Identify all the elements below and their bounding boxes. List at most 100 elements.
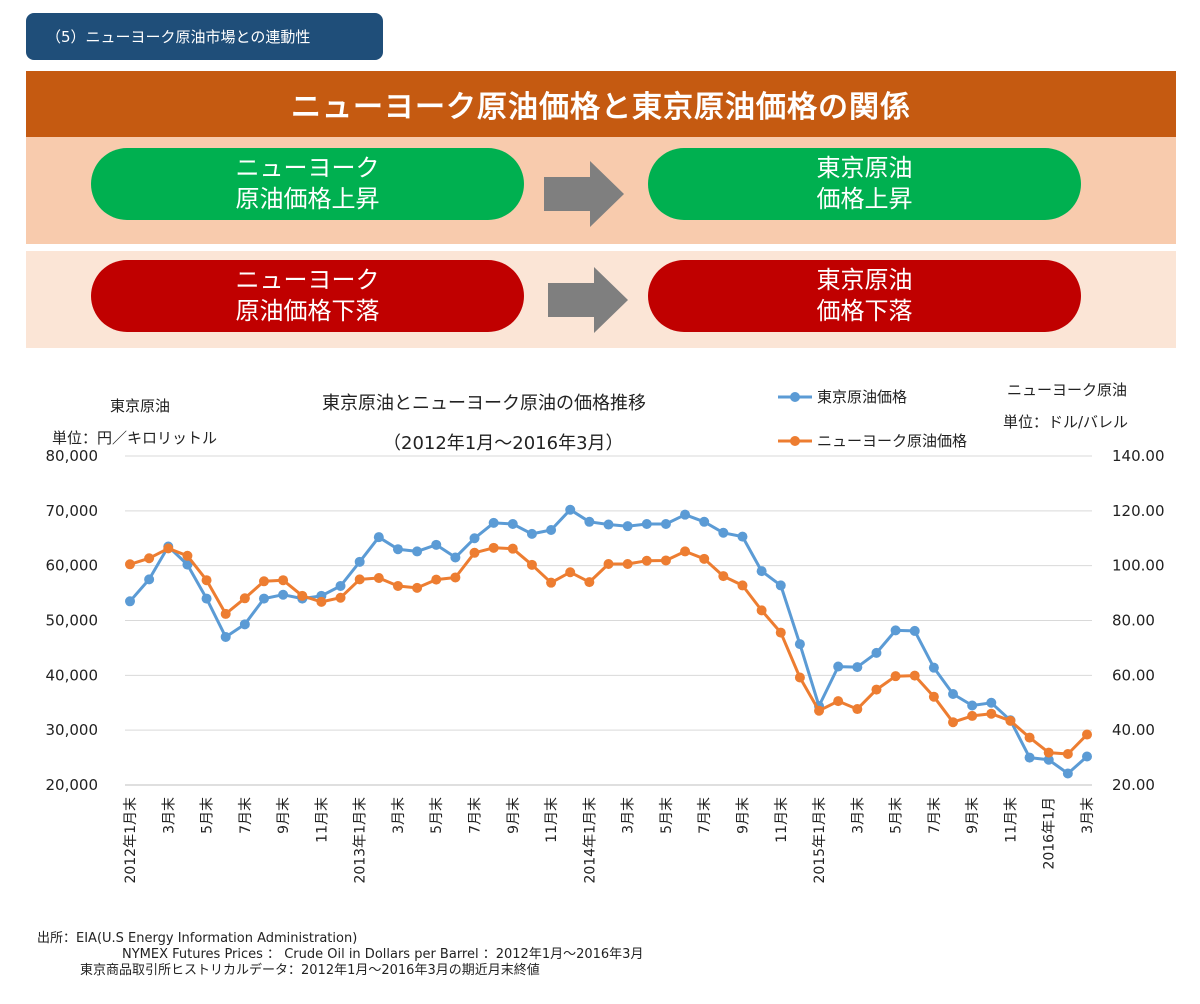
data-point [335, 592, 346, 603]
data-point [1024, 732, 1035, 743]
data-point [392, 580, 403, 591]
data-point [258, 576, 269, 587]
data-point [412, 582, 423, 593]
right-tick-label: 140.00 [1112, 447, 1165, 465]
x-tick-label: 3月末 [621, 797, 637, 834]
right-arrow-icon [544, 161, 624, 227]
data-point [814, 705, 825, 716]
left-axis-title: 東京原油 [110, 397, 171, 415]
x-tick-label: 9月末 [735, 797, 751, 834]
ny-price-up-line2: 原油価格上昇 [235, 185, 380, 213]
data-point [450, 572, 461, 583]
data-point [144, 574, 155, 585]
data-point [507, 518, 518, 529]
data-point [354, 556, 365, 567]
data-point [660, 518, 671, 529]
x-tick-label: 9月末 [965, 797, 981, 834]
data-point [565, 504, 576, 515]
data-point [718, 571, 729, 582]
tokyo-price-up-line2: 価格上昇 [816, 185, 913, 213]
data-point [871, 684, 882, 695]
chart-gridlines [125, 455, 1092, 786]
x-axis-labels: 2012年1月末 3月末 5月末 7月末 9月末 11月末 2013年1月末 3月末 5月末 7月… [123, 797, 1096, 884]
data-point [833, 696, 844, 707]
data-point [986, 697, 997, 708]
data-point [354, 574, 365, 585]
data-point [737, 580, 748, 591]
data-point [928, 691, 939, 702]
data-point [680, 509, 691, 520]
data-point [775, 627, 786, 638]
data-point [220, 608, 231, 619]
data-point [909, 670, 920, 681]
data-point [431, 574, 442, 585]
data-point [526, 528, 537, 539]
x-tick-label: 2015年1月末 [812, 797, 828, 884]
data-point [756, 566, 767, 577]
ny-price-down-line1: ニューヨーク [235, 266, 380, 294]
data-point [775, 580, 786, 591]
data-point [469, 547, 480, 558]
right-axis-ticks: 20.00 40.00 60.00 80.00 100.00 120.00 140.00 [1112, 447, 1165, 794]
data-point [584, 577, 595, 588]
x-tick-label: 2016年1月 [1042, 797, 1058, 870]
data-point [660, 555, 671, 566]
x-tick-label: 9月末 [276, 797, 292, 834]
series-tokyo [125, 504, 1092, 779]
left-tick-label: 60,000 [46, 557, 99, 575]
data-point [699, 516, 710, 527]
relation-band-down: ニューヨーク 原油価格下落 東京原油 価格下落 [26, 251, 1176, 348]
data-point [622, 521, 633, 532]
data-point [163, 543, 174, 554]
series-line [129, 546, 1089, 756]
data-point [220, 631, 231, 642]
data-point [373, 573, 384, 584]
data-point [546, 525, 557, 536]
x-tick-label: 5月末 [889, 797, 905, 834]
left-axis-unit: 単位：円／キロリットル [52, 429, 218, 447]
data-point [1043, 747, 1054, 758]
x-tick-label: 11月末 [774, 797, 790, 843]
data-point [584, 516, 595, 527]
left-tick-label: 30,000 [46, 721, 99, 739]
x-tick-label: 2013年1月末 [353, 797, 369, 884]
data-point [412, 546, 423, 557]
data-point [852, 704, 863, 715]
tokyo-price-down-line2: 価格下落 [816, 297, 913, 325]
right-axis-unit: 単位：ドル/バレル [1003, 413, 1129, 431]
data-point [469, 533, 480, 544]
data-point [565, 567, 576, 578]
data-point [450, 552, 461, 563]
data-point [1024, 752, 1035, 763]
left-tick-label: 70,000 [46, 502, 99, 520]
data-point [641, 518, 652, 529]
x-tick-label: 11月末 [1003, 797, 1019, 843]
right-axis-title: ニューヨーク原油 [1007, 381, 1128, 399]
banner-title-text: ニューヨーク原油価格と東京原油価格の関係 [291, 90, 911, 125]
data-point [258, 593, 269, 604]
tokyo-price-down-line1: 東京原油 [816, 266, 913, 294]
data-point [680, 546, 691, 557]
left-axis-ticks: 20,000 30,000 40,000 50,000 60,000 70,000 80,0… [46, 447, 99, 794]
legend-tokyo: 東京原油価格 [778, 388, 907, 406]
data-point [297, 590, 308, 601]
right-tick-label: 20.00 [1112, 776, 1155, 794]
data-point [507, 543, 518, 554]
x-tick-label: 3月末 [1080, 797, 1096, 834]
data-point [316, 596, 327, 607]
data-point [278, 575, 289, 586]
ny-price-up-line1: ニューヨーク [235, 154, 380, 182]
x-tick-label: 2012年1月末 [123, 797, 139, 884]
left-tick-label: 40,000 [46, 666, 99, 684]
x-tick-label: 5月末 [429, 797, 445, 834]
data-point [239, 593, 250, 604]
data-point [125, 559, 135, 570]
chart-title: 東京原油とニューヨーク原油の価格推移 [322, 393, 646, 414]
legend-label: 東京原油価格 [817, 388, 907, 406]
data-point [373, 532, 384, 543]
right-tick-label: 60.00 [1112, 666, 1155, 684]
data-point [699, 553, 710, 564]
data-point [909, 625, 920, 636]
data-point [967, 700, 978, 711]
